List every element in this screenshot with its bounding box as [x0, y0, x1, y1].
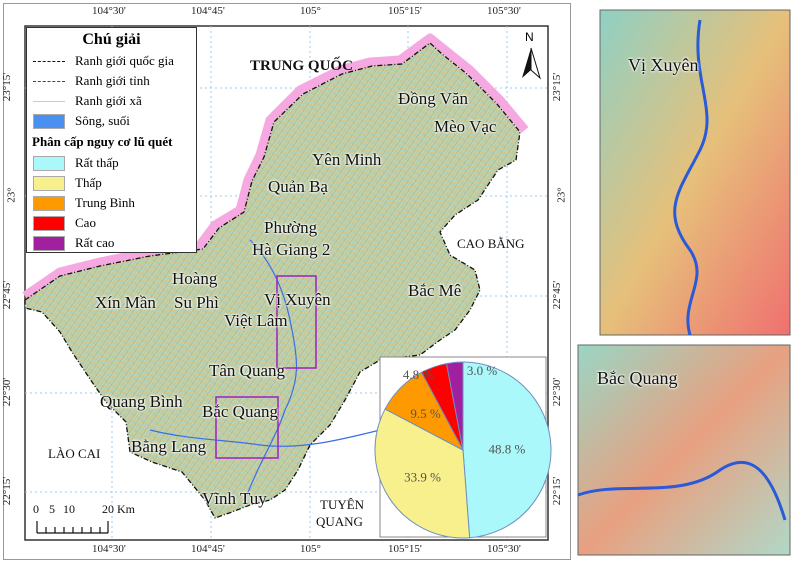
lat-tick-right: 23° [555, 187, 568, 203]
pie-slice-rất-cao [445, 361, 464, 451]
scale-bar [36, 521, 109, 534]
scale-label: 5 [49, 502, 55, 516]
lat-tick-left: 23°15' [1, 72, 14, 102]
pie-data-label: 48.8 % [489, 441, 526, 456]
pie-data-label: 4.8 % [403, 367, 434, 382]
legend-title: Chú giải [82, 31, 141, 48]
pie-slice-rất-thấp [462, 361, 552, 539]
inset-map-bac-quang [577, 344, 791, 556]
legend-label: Rất cao [75, 235, 115, 250]
place-label: Đồng Văn [398, 89, 469, 108]
neighbor-label: LÀO CAI [48, 446, 101, 461]
legend: Chú giải Ranh giới quốc gia Ranh giới tỉ… [26, 27, 197, 253]
neighbor-label: TUYÊN [320, 497, 365, 512]
scale-label: 10 [63, 502, 75, 516]
lon-tick-bottom: 105° [300, 543, 321, 555]
place-label: Quang Bình [100, 392, 183, 411]
lat-tick-left: 22°30' [1, 377, 14, 407]
lon-tick-top: 104°30' [92, 5, 126, 17]
inset-box-vi-xuyen [276, 275, 317, 369]
lon-tick-top: 105° [300, 5, 321, 17]
legend-item: Sông, suối [33, 113, 130, 129]
place-label: Hà Giang 2 [252, 240, 331, 259]
lat-tick-left: 23° [5, 187, 18, 203]
legend-item: Trung Bình [33, 195, 135, 211]
place-label: Su Phì [174, 293, 219, 312]
pie-data-label: 33.9 % [404, 470, 441, 485]
lat-tick-right: 22°45' [551, 280, 564, 310]
lon-tick-bottom: 105°15' [388, 543, 422, 555]
neighbor-label: TRUNG QUỐC [250, 58, 353, 74]
neighbor-label: CAO BẰNG [457, 236, 525, 251]
province-area [24, 42, 521, 519]
pie-data-label: 3.0 % [467, 363, 498, 378]
place-label: Việt Lâm [224, 311, 288, 330]
lon-tick-top: 105°15' [388, 5, 422, 17]
legend-label: Trung Bình [75, 195, 135, 210]
place-label: Vĩnh Tuy [202, 489, 267, 508]
place-label: Tân Quang [209, 361, 286, 380]
place-label: Bằng Lang [131, 437, 207, 456]
pie-chart: 48.8 % 33.9 % 9.5 % 4.8 % 3.0 % [374, 361, 552, 539]
lon-tick-bottom: 104°30' [92, 543, 126, 555]
outer-frame [3, 3, 571, 560]
north-arrow-icon [522, 47, 541, 80]
place-label: Xín Mần [95, 293, 156, 312]
lat-tick-left: 22°45' [1, 280, 14, 310]
north-label: N [525, 30, 534, 44]
place-label: Yên Minh [312, 150, 382, 169]
inset-title: Bắc Quang [597, 368, 678, 388]
legend-label: Ranh giới quốc gia [75, 53, 174, 68]
lon-tick-bottom: 105°30' [487, 543, 521, 555]
legend-label: Cao [75, 215, 96, 230]
legend-item: Rất cao [33, 235, 114, 251]
legend-item: Ranh giới tỉnh [33, 73, 150, 89]
legend-label: Rất thấp [75, 155, 119, 170]
lat-tick-right: 23°15' [551, 72, 564, 102]
lon-tick-top: 104°45' [191, 5, 225, 17]
legend-label: Ranh giới xã [75, 93, 142, 108]
pie-data-label: 9.5 % [410, 406, 441, 421]
place-label: Bắc Quang [202, 402, 279, 421]
scale-label: 20 Km [102, 502, 135, 516]
legend-item: Rất thấp [33, 155, 119, 171]
rivers [149, 239, 381, 501]
neighbor-label: QUANG [316, 514, 363, 529]
place-label: Bắc Mê [408, 281, 462, 300]
legend-item: Thấp [33, 175, 102, 191]
place-label: Phường [264, 218, 318, 237]
inset-river [577, 460, 787, 521]
lat-tick-left: 22°15' [1, 476, 14, 506]
legend-item: Ranh giới quốc gia [33, 53, 174, 69]
place-label: Quản Bạ [268, 177, 328, 196]
place-label: Vị Xuyên [264, 290, 331, 309]
inset-title: Vị Xuyên [628, 55, 699, 75]
legend-label: Ranh giới tỉnh [75, 73, 150, 88]
scale-label: 0 [33, 502, 39, 516]
inset-river [673, 19, 709, 336]
legend-label: Thấp [75, 175, 102, 190]
legend-item: Ranh giới xã [33, 93, 142, 109]
lon-tick-bottom: 104°45' [191, 543, 225, 555]
lon-tick-top: 105°30' [487, 5, 521, 17]
legend-item: Cao [33, 215, 96, 231]
place-label: Mèo Vạc [434, 117, 497, 136]
lat-tick-right: 22°15' [551, 476, 564, 506]
lat-tick-right: 22°30' [551, 377, 564, 407]
place-label: Hoàng [172, 269, 218, 288]
inset-box-bac-quang [215, 396, 279, 459]
legend-subtitle: Phân cấp nguy cơ lũ quét [32, 134, 173, 149]
legend-label: Sông, suối [75, 113, 130, 128]
